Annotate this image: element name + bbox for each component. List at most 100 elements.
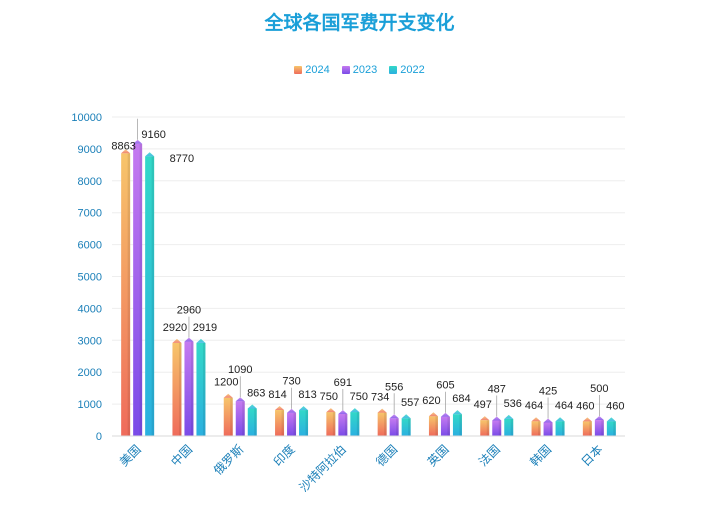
data-label-2024: 734 bbox=[371, 392, 389, 404]
data-label-2023: 556 bbox=[385, 381, 403, 393]
bar-2022[interactable] bbox=[504, 418, 514, 436]
bar-2022[interactable] bbox=[145, 156, 155, 436]
bar-cap-2024 bbox=[582, 417, 592, 422]
y-tick-label: 2000 bbox=[78, 367, 102, 379]
bar-cap-2022 bbox=[555, 417, 565, 422]
bar-cap-2024 bbox=[326, 408, 336, 413]
bar-2023[interactable] bbox=[440, 416, 450, 436]
bar-2023[interactable] bbox=[492, 420, 502, 436]
bar-shade-2023 bbox=[601, 420, 604, 436]
legend-swatch-2023 bbox=[341, 66, 350, 74]
data-label-2022: 813 bbox=[298, 389, 316, 401]
bar-2022[interactable] bbox=[247, 408, 257, 436]
bar-cap-2022 bbox=[247, 404, 257, 409]
bar-2022[interactable] bbox=[555, 421, 565, 436]
bar-cap-2023 bbox=[594, 416, 604, 421]
bar-2024[interactable] bbox=[121, 153, 131, 436]
bar-shade-2022 bbox=[613, 421, 616, 436]
bar-shade-2024 bbox=[178, 342, 182, 436]
bar-2022[interactable] bbox=[196, 342, 206, 436]
data-label-2023: 730 bbox=[282, 376, 300, 388]
bar-shade-2022 bbox=[254, 408, 257, 436]
data-label-2022: 2919 bbox=[193, 322, 217, 334]
bar-2023[interactable] bbox=[184, 341, 194, 436]
bar-2022[interactable] bbox=[350, 412, 360, 436]
bar-shade-2024 bbox=[127, 153, 131, 436]
bar-2024[interactable] bbox=[223, 397, 233, 436]
bar-2022[interactable] bbox=[452, 414, 462, 436]
x-tick-label: 日本 bbox=[579, 442, 606, 469]
bar-shade-2024 bbox=[486, 420, 490, 436]
bar-shade-2024 bbox=[230, 397, 233, 436]
bar-2024[interactable] bbox=[377, 412, 387, 436]
bar-cap-2022 bbox=[606, 417, 616, 422]
bar-cap-2022 bbox=[452, 410, 462, 415]
y-axis: 0 1000 2000 3000 4000 5000 6000 7000 8000 9000 100… bbox=[71, 112, 102, 443]
data-label-2022: 750 bbox=[350, 391, 368, 403]
y-tick-label: 6000 bbox=[78, 240, 102, 252]
legend-swatch-2024 bbox=[294, 66, 303, 74]
bar-cap-2024 bbox=[480, 416, 490, 421]
bar-2023[interactable] bbox=[235, 401, 245, 436]
bar-cap-2023 bbox=[133, 139, 143, 144]
bar-2024[interactable] bbox=[480, 420, 490, 436]
bar-2023[interactable] bbox=[543, 422, 553, 436]
bar-cap-2023 bbox=[235, 397, 245, 402]
data-label-2022: 464 bbox=[555, 400, 573, 412]
legend-swatch-2022 bbox=[389, 66, 398, 74]
bar-cap-2023 bbox=[184, 337, 194, 342]
legend-item-2024[interactable]: 2024 bbox=[294, 64, 330, 76]
data-label-2022: 863 bbox=[247, 387, 265, 399]
bar-2024[interactable] bbox=[275, 410, 285, 436]
bar-2023[interactable] bbox=[287, 412, 297, 436]
bar-2023[interactable] bbox=[338, 413, 348, 436]
bar-shade-2024 bbox=[435, 416, 438, 436]
bar-shade-2023 bbox=[447, 416, 450, 436]
bar-cap-2023 bbox=[543, 418, 553, 423]
bar-shade-2022 bbox=[459, 414, 462, 436]
bar-cap-2024 bbox=[428, 412, 438, 417]
bar-shade-2024 bbox=[538, 421, 541, 436]
data-label-2023: 1090 bbox=[228, 364, 252, 376]
data-label-2022: 536 bbox=[504, 398, 522, 410]
legend-item-2023[interactable]: 2023 bbox=[341, 64, 377, 76]
bar-shade-2023 bbox=[498, 420, 502, 436]
bar-shade-2024 bbox=[281, 410, 285, 436]
bar-shade-2023 bbox=[139, 143, 143, 436]
bar-2022[interactable] bbox=[401, 418, 411, 436]
bar-shade-2024 bbox=[332, 412, 336, 436]
data-label-2023: 487 bbox=[488, 383, 506, 395]
data-label-2022: 684 bbox=[452, 393, 470, 405]
bar-2024[interactable] bbox=[582, 421, 592, 436]
x-tick-label: 法国 bbox=[476, 442, 503, 469]
data-label-2024: 2920 bbox=[163, 322, 187, 334]
bar-shade-2023 bbox=[293, 412, 297, 436]
y-tick-label: 9000 bbox=[78, 144, 102, 156]
legend-item-2022[interactable]: 2022 bbox=[389, 64, 425, 76]
bar-2023[interactable] bbox=[594, 420, 604, 436]
bar-cap-2022 bbox=[401, 414, 411, 419]
bar-shade-2023 bbox=[242, 401, 245, 436]
data-label-2022: 557 bbox=[401, 397, 419, 409]
bar-2023[interactable] bbox=[389, 418, 399, 436]
bar-2023[interactable] bbox=[133, 143, 143, 436]
bar-cap-2023 bbox=[440, 412, 450, 417]
bar-2022[interactable] bbox=[299, 410, 309, 436]
y-tick-label: 8000 bbox=[78, 176, 102, 188]
bar-2024[interactable] bbox=[326, 412, 336, 436]
bar-cap-2024 bbox=[377, 408, 387, 413]
y-tick-label: 0 bbox=[96, 431, 102, 443]
grid-lines bbox=[112, 116, 625, 437]
bar-2024[interactable] bbox=[172, 342, 182, 436]
bar-cap-2023 bbox=[287, 408, 297, 413]
bar-2022[interactable] bbox=[606, 421, 616, 436]
bar-2024[interactable] bbox=[531, 421, 541, 436]
bar-cap-2022 bbox=[196, 338, 206, 343]
bar-2024[interactable] bbox=[428, 416, 438, 436]
data-label-2024: 620 bbox=[422, 395, 440, 407]
y-tick-label: 10000 bbox=[71, 112, 102, 124]
bar-cap-2022 bbox=[350, 408, 360, 413]
x-tick-label: 中国 bbox=[167, 442, 195, 470]
